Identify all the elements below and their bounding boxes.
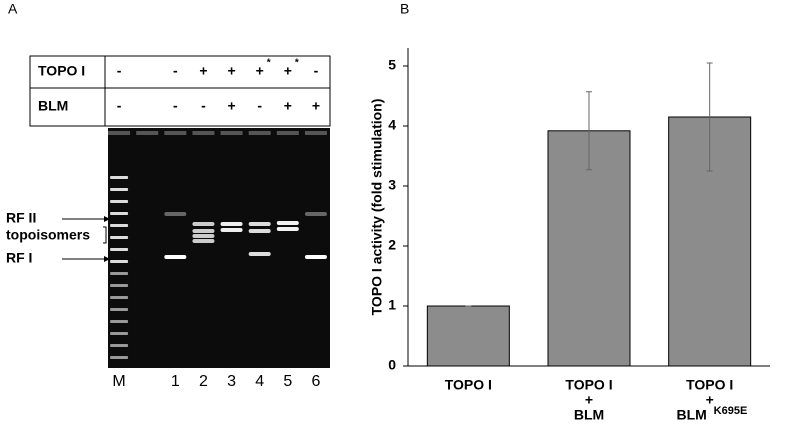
panel-label: A xyxy=(8,1,18,17)
x-tick-label: TOPO I xyxy=(445,377,492,393)
cell: + xyxy=(227,63,235,79)
row-label: TOPO I xyxy=(38,63,85,79)
cell: - xyxy=(173,98,178,114)
band xyxy=(248,229,271,233)
ladder-band xyxy=(110,188,129,191)
gel xyxy=(108,128,330,368)
ladder-band xyxy=(110,296,129,299)
ladder-band xyxy=(110,200,129,203)
lane-label: 2 xyxy=(199,373,208,390)
bracket xyxy=(103,226,107,244)
cell: + xyxy=(284,98,292,114)
band xyxy=(248,252,271,256)
ladder-band xyxy=(110,236,129,239)
cell: + xyxy=(227,98,235,114)
cell: + xyxy=(256,63,264,79)
well xyxy=(192,131,215,135)
cell: - xyxy=(117,63,122,79)
well xyxy=(276,131,299,135)
band xyxy=(276,227,299,231)
bar xyxy=(426,305,510,367)
ladder-band xyxy=(110,248,129,251)
marker-label: topoisomers xyxy=(6,227,90,243)
y-tick-label: 1 xyxy=(388,297,396,313)
band xyxy=(164,255,187,259)
cell: + xyxy=(199,63,207,79)
ladder-band xyxy=(110,332,129,335)
band xyxy=(304,212,327,216)
cell-note: * xyxy=(295,58,299,69)
gel-bands xyxy=(108,131,327,359)
error-bar xyxy=(586,91,592,171)
x-tick-label: + xyxy=(585,392,593,408)
ladder-band xyxy=(110,272,129,275)
well xyxy=(248,131,271,135)
ladder-band xyxy=(110,212,129,215)
well xyxy=(108,131,131,135)
row-label: BLM xyxy=(38,98,68,114)
arrow-head xyxy=(104,216,110,222)
ladder-band xyxy=(110,224,129,227)
well xyxy=(220,131,243,135)
cell: - xyxy=(117,98,122,114)
ladder-band xyxy=(110,260,129,263)
ladder-band xyxy=(110,320,129,323)
well xyxy=(136,131,159,135)
ladder-band xyxy=(110,176,129,179)
lane-label: M xyxy=(112,373,125,390)
lane-label: 5 xyxy=(283,373,292,390)
x-tick-label: TOPO I xyxy=(565,377,612,393)
band xyxy=(192,239,215,243)
ladder-band xyxy=(110,308,129,311)
y-tick-label: 2 xyxy=(388,237,396,253)
band xyxy=(276,221,299,225)
y-tick-label: 0 xyxy=(388,357,396,373)
x-tick-label: BLM xyxy=(677,407,707,423)
ladder-band xyxy=(110,356,129,359)
band xyxy=(248,222,271,226)
band xyxy=(220,222,243,226)
table-border xyxy=(29,55,331,127)
ladder-band xyxy=(110,284,129,287)
band xyxy=(220,228,243,232)
cell: - xyxy=(201,98,206,114)
cell-note: * xyxy=(267,58,271,69)
error-bar xyxy=(706,62,713,172)
cell: - xyxy=(314,63,319,79)
y-tick-label: 5 xyxy=(388,57,396,73)
x-tick-label: + xyxy=(706,392,714,408)
band xyxy=(192,229,215,233)
lane-label: 4 xyxy=(255,373,264,390)
cell: + xyxy=(284,63,292,79)
band xyxy=(304,255,327,259)
lane-label: 6 xyxy=(311,373,320,390)
marker-label: RF II xyxy=(6,210,36,226)
x-tick-superscript: K695E xyxy=(714,405,748,417)
arrow-head xyxy=(104,256,110,262)
well xyxy=(164,131,187,135)
x-tick-label: BLM xyxy=(574,407,604,423)
band xyxy=(164,212,187,216)
cell: - xyxy=(257,98,262,114)
panel-label: B xyxy=(400,1,409,17)
lane-label: 1 xyxy=(171,373,180,390)
well xyxy=(304,131,327,135)
x-tick-label: TOPO I xyxy=(686,377,733,393)
y-axis-label: TOPO I activity (fold stimulation) xyxy=(369,99,385,316)
cell: - xyxy=(173,63,178,79)
y-tick-label: 4 xyxy=(388,117,396,133)
lane-label: 3 xyxy=(227,373,236,390)
marker-label: RF I xyxy=(6,250,32,266)
y-tick-label: 3 xyxy=(388,177,396,193)
band xyxy=(192,234,215,238)
band xyxy=(192,222,215,226)
cell: + xyxy=(312,98,320,114)
ladder-band xyxy=(110,344,129,347)
